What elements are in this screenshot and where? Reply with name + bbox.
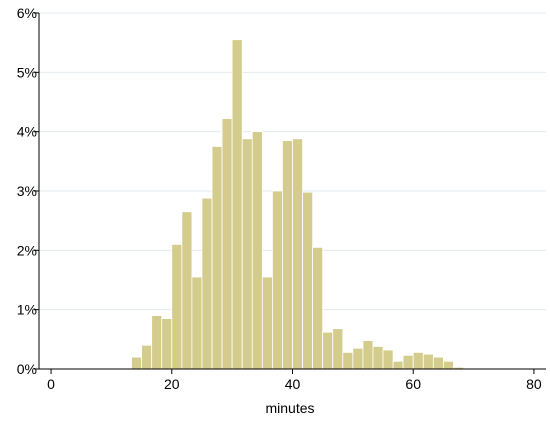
histogram-bar [322,331,334,370]
histogram-bar [221,118,233,370]
x-tick-label: 40 [285,376,301,392]
y-tick-label: 1% [17,302,37,318]
histogram-bar [352,347,364,370]
histogram-bar [412,351,424,370]
histogram-bar [282,140,293,370]
histogram-bar [422,353,434,370]
x-tick-label: 20 [164,376,180,392]
histogram-bar [432,356,444,370]
histogram-bar [272,190,283,370]
histogram-bar [151,315,163,370]
histogram-bar [231,39,243,370]
x-axis-title: minutes [265,400,314,416]
histogram-bar [362,340,374,370]
x-tick-label: 0 [47,376,55,392]
histogram-bar [382,349,394,370]
histogram-bar [251,131,263,370]
x-tick-label: 80 [526,376,542,392]
histogram-bar [392,360,404,370]
histogram-bar [131,356,142,370]
histogram-bar [402,354,414,370]
histogram-bar [442,360,454,370]
histogram-bar [342,351,354,370]
histogram-bar [302,191,314,370]
y-tick-label: 0% [17,361,37,377]
histogram-bar [181,211,193,370]
tick-layer: 0% 1% 2% 3% 4% 5% 6% 0 20 40 60 80 [17,5,542,392]
histogram-bar [292,138,303,370]
y-tick-label: 2% [17,242,37,258]
histogram-bar [191,276,203,370]
bar-layer [131,39,464,370]
histogram-bar [211,146,223,370]
histogram-bar [372,346,384,370]
histogram-bar [141,344,153,370]
y-tick-label: 3% [17,183,37,199]
y-tick-label: 6% [17,5,37,21]
y-tick-label: 5% [17,64,37,80]
x-tick-label: 60 [405,376,421,392]
histogram-bar [261,276,273,370]
histogram-bar [161,318,173,370]
histogram-bar [312,246,324,370]
histogram-bar [201,197,213,370]
histogram-bar [241,138,253,370]
y-tick-label: 4% [17,124,37,140]
histogram-bar [171,243,183,370]
histogram-bar [332,328,344,370]
